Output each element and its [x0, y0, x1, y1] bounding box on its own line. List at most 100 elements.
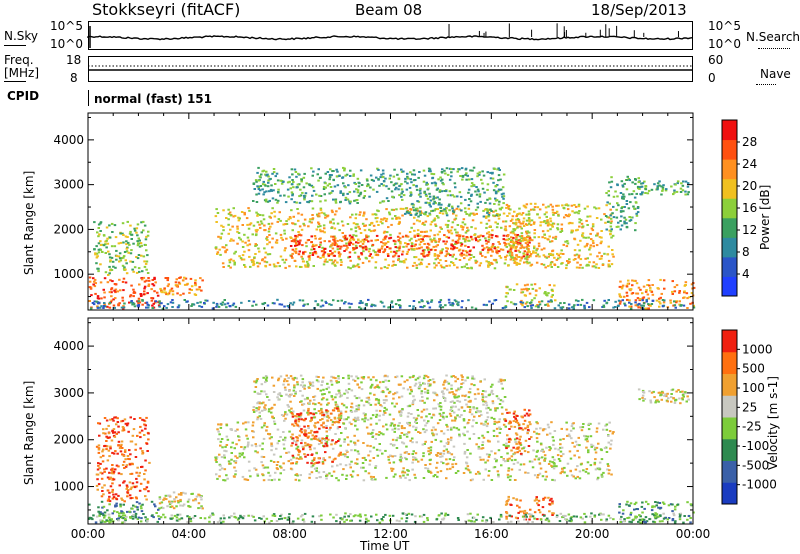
velocity-cell	[397, 428, 400, 431]
velocity-cell	[314, 403, 317, 406]
velocity-cell	[594, 451, 598, 454]
velocity-cell	[246, 479, 250, 481]
velocity-cell	[275, 447, 278, 450]
power-cell	[381, 169, 385, 172]
velocity-cell	[376, 384, 379, 387]
velocity-cell	[441, 414, 444, 417]
nave-label: Nave	[760, 67, 791, 81]
power-cell	[608, 265, 611, 268]
power-cell	[355, 234, 358, 237]
velocity-cell	[220, 467, 224, 470]
power-cell	[328, 178, 331, 181]
power-cell	[395, 250, 399, 252]
power-cell	[605, 192, 608, 194]
power-cell	[324, 247, 327, 250]
velocity-cell	[497, 440, 500, 443]
power-cell	[640, 304, 643, 307]
velocity-cell	[141, 465, 144, 468]
power-cell	[456, 224, 460, 226]
power-cell	[355, 264, 359, 267]
power-cell	[393, 250, 396, 253]
velocity-cell	[395, 447, 399, 449]
velocity-cell	[104, 444, 107, 447]
velocity-cell	[446, 428, 450, 431]
power-cell	[283, 229, 286, 232]
velocity-cell	[309, 383, 312, 386]
velocity-cell	[430, 416, 433, 419]
power-cell	[245, 217, 249, 220]
velocity-cell	[412, 456, 415, 459]
power-cell	[360, 301, 364, 304]
velocity-cell	[369, 432, 373, 435]
power-cell	[137, 237, 140, 240]
power-cell	[321, 254, 325, 257]
velocity-cell	[112, 431, 115, 434]
velocity-cell	[234, 461, 238, 464]
power-cell	[362, 240, 366, 243]
velocity-cell	[354, 417, 358, 420]
velocity-cell	[440, 430, 443, 433]
power-cell	[439, 176, 442, 179]
power-cell	[551, 211, 555, 214]
power-cell	[475, 186, 478, 188]
velocity-cell	[408, 392, 412, 395]
power-cell	[358, 245, 362, 248]
velocity-cell	[472, 377, 476, 380]
power-cell	[464, 167, 468, 170]
velocity-cell	[578, 456, 581, 459]
power-cell	[308, 258, 311, 261]
velocity-cell	[102, 428, 105, 431]
power-cell	[555, 204, 558, 207]
power-cell	[391, 195, 394, 198]
velocity-cell	[347, 443, 350, 446]
power-cell	[434, 249, 437, 252]
power-cell	[143, 224, 147, 227]
velocity-cell	[262, 437, 266, 440]
velocity-cell	[311, 464, 315, 467]
velocity-cell	[327, 438, 330, 441]
velocity-cell	[215, 473, 218, 476]
velocity-cell	[254, 445, 258, 448]
power-cell	[342, 244, 346, 247]
power-cell	[388, 211, 391, 214]
power-cell	[642, 296, 646, 299]
power-cell	[132, 290, 136, 293]
power-cell	[612, 306, 615, 309]
power-cell	[385, 208, 388, 211]
power-cell	[679, 187, 683, 190]
power-cell	[533, 221, 536, 224]
power-cell	[416, 219, 419, 222]
power-cell	[549, 299, 553, 302]
power-cell	[658, 305, 661, 308]
velocity-cell	[148, 461, 151, 464]
power-cell	[332, 238, 335, 241]
velocity-cell	[233, 447, 236, 450]
power-cell	[291, 256, 294, 259]
velocity-cell	[405, 445, 408, 448]
power-cell	[298, 183, 301, 186]
power-cell	[412, 184, 415, 187]
power-cell	[523, 306, 526, 309]
power-cell	[602, 305, 606, 308]
power-cell	[450, 205, 454, 208]
power-cell	[416, 233, 419, 236]
power-cell	[369, 253, 372, 256]
power-cell	[433, 254, 437, 257]
power-cell	[311, 214, 314, 216]
power-cell	[458, 237, 461, 240]
velocity-cell	[384, 386, 388, 389]
velocity-cell	[401, 441, 404, 444]
velocity-cell	[536, 422, 539, 425]
power-cell	[627, 279, 630, 282]
power-cell	[258, 223, 261, 226]
power-cell	[422, 251, 426, 254]
velocity-cell	[360, 388, 364, 391]
velocity-cell	[594, 458, 597, 461]
power-cell	[221, 301, 225, 304]
power-cell	[378, 184, 381, 187]
velocity-cell	[233, 466, 236, 469]
velocity-cell	[342, 468, 345, 471]
velocity-cell	[261, 448, 264, 451]
power-cell	[171, 290, 175, 293]
power-colorbar-tick-label: 16	[742, 201, 757, 215]
